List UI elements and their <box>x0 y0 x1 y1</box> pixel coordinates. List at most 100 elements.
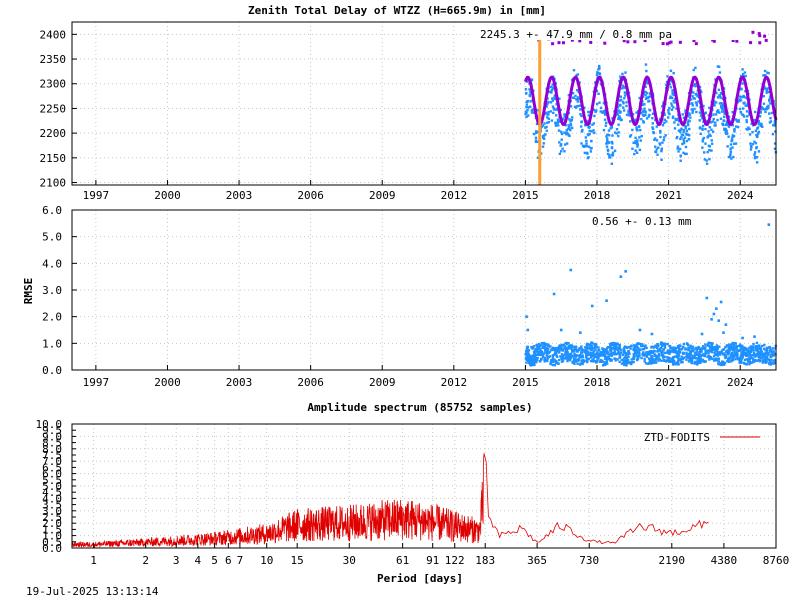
rmse-point <box>685 353 688 356</box>
ztd-point <box>587 133 590 137</box>
rmse-point <box>739 347 742 351</box>
ztd-point <box>743 115 746 118</box>
rmse-point <box>561 355 565 358</box>
ztd-point <box>634 136 637 140</box>
rmse-point <box>717 360 720 363</box>
ztd-point <box>717 109 720 112</box>
rmse-point <box>660 341 663 345</box>
rmse-point <box>664 359 667 362</box>
ztd-point <box>715 110 719 113</box>
rmse-point <box>619 351 623 354</box>
ztd-point <box>588 111 591 114</box>
rmse-point <box>708 355 711 358</box>
ztd-point <box>600 111 604 114</box>
rmse-point <box>772 362 775 365</box>
ztd-point <box>725 121 729 125</box>
rmse-point <box>624 359 627 363</box>
ztd-point <box>549 85 553 89</box>
rmse-point <box>558 344 562 347</box>
rmse-point <box>612 353 616 356</box>
ztd-point <box>669 86 673 89</box>
ztd-point <box>731 146 734 149</box>
rmse-point <box>688 351 692 354</box>
ztd-point <box>603 112 606 115</box>
ztd-point <box>586 152 589 155</box>
rmse-point <box>718 353 721 356</box>
ztd-model-point <box>551 42 555 46</box>
spectrum-xtick-label: 122 <box>445 554 465 567</box>
rmse-point <box>635 342 639 346</box>
rmse-point <box>594 352 597 356</box>
rmse-point <box>696 353 700 357</box>
ztd-point <box>529 105 532 108</box>
ztd-point <box>570 118 574 122</box>
ztd-point <box>704 142 707 145</box>
ztd-point <box>719 91 723 95</box>
ztd-model-point <box>692 39 696 43</box>
ztd-point <box>567 93 571 97</box>
rmse-point <box>765 352 769 355</box>
rmse-point <box>560 343 564 347</box>
ztd-point <box>558 141 561 144</box>
rmse-point <box>600 351 603 354</box>
ztd-point <box>693 107 696 111</box>
ztd-point <box>651 127 655 131</box>
rmse-point <box>645 351 648 354</box>
ztd-point <box>755 156 759 159</box>
rmse-outlier-point <box>624 270 627 273</box>
rmse-point <box>698 351 701 354</box>
ztd-point <box>622 102 625 105</box>
rmse-point <box>654 358 657 361</box>
rmse-point <box>591 353 595 357</box>
ztd-point <box>598 72 601 75</box>
ztd-point <box>682 130 685 134</box>
rmse-point <box>641 351 645 354</box>
rmse-point <box>659 346 663 350</box>
rmse-point <box>660 351 663 355</box>
ztd-point <box>579 125 583 128</box>
ztd-plot-frame <box>71 21 777 186</box>
ztd-point <box>685 133 688 136</box>
ztd-point <box>550 119 554 122</box>
ztd-point <box>768 112 771 115</box>
ztd-point <box>560 150 563 153</box>
ztd-point <box>617 131 620 134</box>
rmse-point <box>772 359 776 362</box>
rmse-outlier-point <box>650 332 654 336</box>
spectrum-xtick-label: 91 <box>426 554 439 567</box>
ztd-point <box>536 140 539 144</box>
rmse-point <box>648 350 652 353</box>
rmse-point <box>593 349 596 353</box>
rmse-point <box>653 354 657 357</box>
rmse-point <box>734 345 737 348</box>
rmse-point <box>633 350 637 354</box>
rmse-point <box>741 355 745 358</box>
ztd-point <box>731 124 734 127</box>
rmse-point <box>541 354 545 357</box>
rmse-point <box>728 349 731 353</box>
ztd-point <box>685 139 689 143</box>
rmse-point <box>535 359 539 362</box>
ztd-model-point <box>561 41 565 45</box>
rmse-point <box>657 352 661 356</box>
ztd-point <box>739 99 743 102</box>
spectrum-xtick-label: 2 <box>142 554 149 567</box>
ztd-model-point <box>758 34 762 38</box>
ztd-point <box>597 92 600 95</box>
ztd-point <box>679 137 682 141</box>
rmse-point <box>680 355 683 358</box>
ztd-point <box>665 120 668 123</box>
rmse-point <box>766 348 769 351</box>
ztd-point <box>618 79 621 83</box>
rmse-point <box>694 360 697 364</box>
ztd-point <box>631 128 634 132</box>
ztd-point <box>651 116 654 120</box>
ztd-point <box>617 134 620 138</box>
rmse-point <box>641 343 644 346</box>
rmse-point <box>643 352 646 356</box>
ztd-point <box>643 103 646 106</box>
rmse-point <box>754 353 758 357</box>
ztd-point <box>554 122 558 125</box>
ztd-point <box>569 122 572 125</box>
rmse-point <box>613 347 616 351</box>
